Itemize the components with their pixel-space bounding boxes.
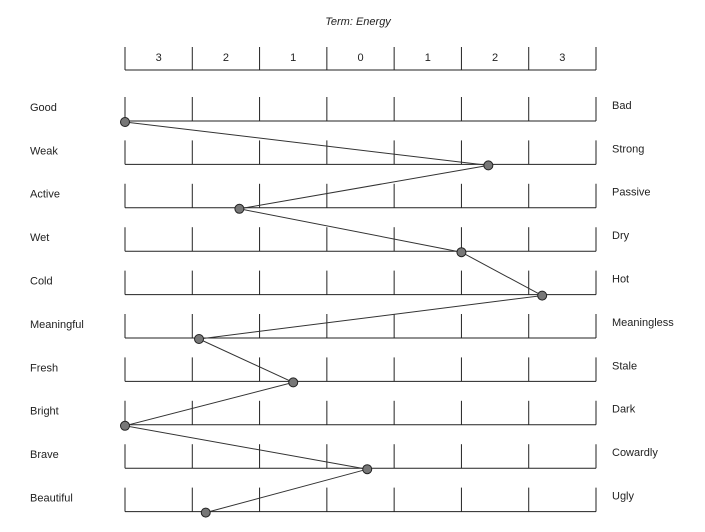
right-label: Dry: [612, 230, 630, 242]
right-label: Bad: [612, 100, 632, 112]
profile-point: [200, 507, 211, 518]
left-label: Good: [30, 102, 57, 114]
left-label: Cold: [30, 276, 53, 288]
x-tick-label: 2: [223, 52, 229, 64]
left-label: Active: [30, 189, 60, 201]
profile-point: [234, 203, 245, 214]
left-label: Beautiful: [30, 493, 73, 505]
x-tick-label: 0: [357, 52, 363, 64]
right-label: Ugly: [612, 491, 635, 503]
left-label: Meaningful: [30, 319, 84, 331]
profile-point: [362, 464, 373, 475]
left-label: Bright: [30, 406, 59, 418]
profile-point: [483, 160, 494, 171]
x-tick-label: 3: [559, 52, 565, 64]
profile-point: [537, 290, 548, 301]
profile-point: [456, 247, 467, 258]
profile-point: [194, 334, 205, 344]
right-label: Dark: [612, 404, 636, 416]
x-tick-label: 3: [156, 52, 162, 64]
left-label: Fresh: [30, 362, 58, 374]
x-tick-label: 1: [290, 52, 296, 64]
profile-point: [120, 420, 130, 431]
right-label: Strong: [612, 143, 644, 155]
x-tick-label: 1: [425, 52, 431, 64]
right-label: Stale: [612, 360, 637, 372]
left-label: Brave: [30, 449, 59, 461]
profile-point: [288, 377, 299, 388]
left-label: Wet: [30, 232, 49, 244]
right-label: Hot: [612, 274, 629, 286]
right-label: Cowardly: [612, 447, 658, 459]
right-label: Meaningless: [612, 317, 674, 329]
profile-point: [120, 117, 130, 127]
x-tick-label: 2: [492, 52, 498, 64]
chart-title: Term: Energy: [325, 16, 392, 28]
left-label: Weak: [30, 145, 58, 157]
profile-line: [124, 121, 544, 514]
right-label: Passive: [612, 187, 651, 199]
